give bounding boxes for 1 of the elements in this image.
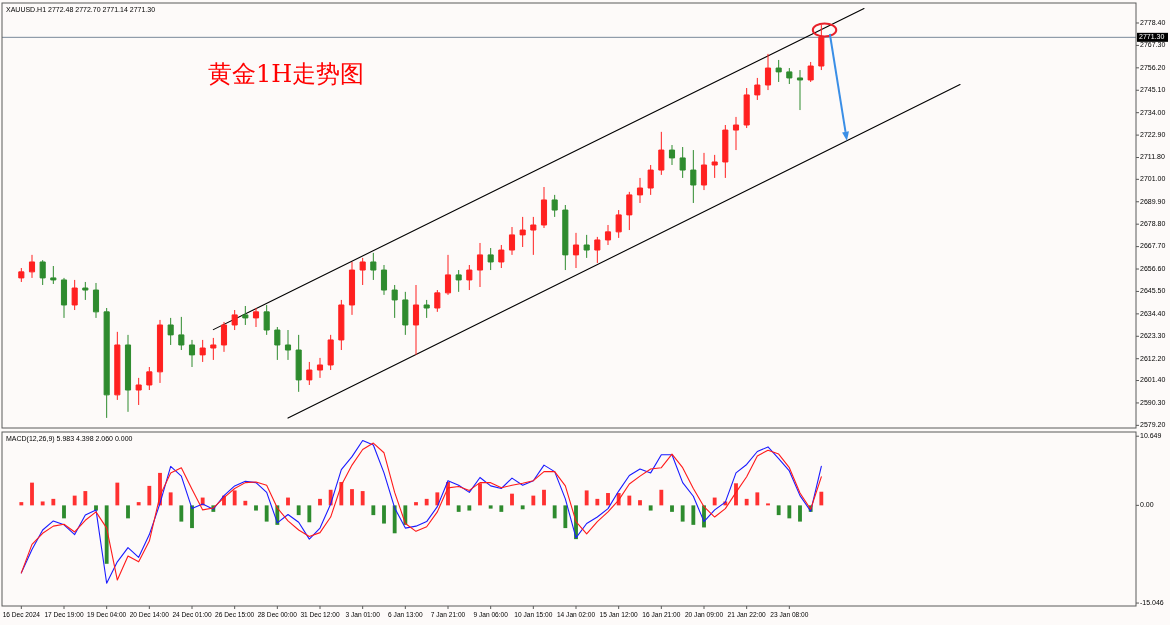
text: 黄金1H走势图 [208, 60, 365, 88]
